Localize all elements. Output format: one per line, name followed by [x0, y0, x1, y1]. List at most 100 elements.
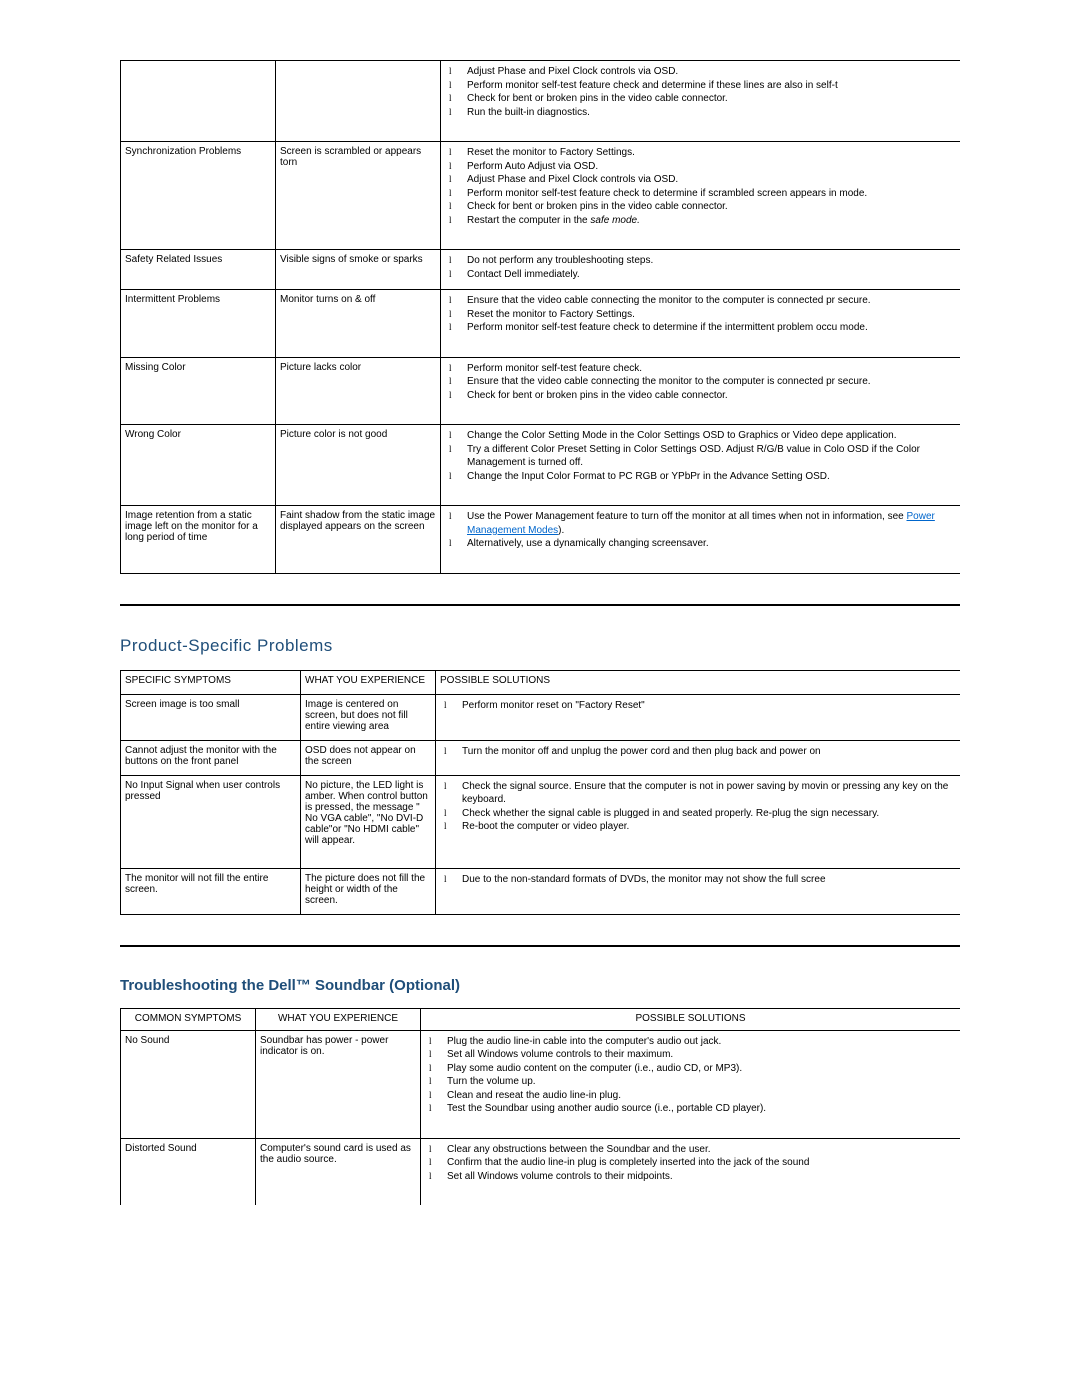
- experience-cell: Picture lacks color: [276, 357, 441, 425]
- solution-item: Check the signal source. Ensure that the…: [454, 780, 956, 807]
- solution-item: Use the Power Management feature to turn…: [459, 510, 956, 537]
- symptom-cell: Screen image is too small: [121, 694, 301, 740]
- solutions-list: Do not perform any troubleshooting steps…: [445, 254, 956, 281]
- col-header-experience: WHAT YOU EXPERIENCE: [256, 1008, 421, 1030]
- solution-item: Re-boot the computer or video player.: [454, 820, 956, 834]
- col-header-experience: WHAT YOU EXPERIENCE: [301, 670, 436, 694]
- solutions-list: Use the Power Management feature to turn…: [445, 510, 956, 551]
- solutions-list: Perform monitor reset on "Factory Reset": [440, 699, 956, 713]
- table-header-row: SPECIFIC SYMPTOMS WHAT YOU EXPERIENCE PO…: [121, 670, 961, 694]
- col-header-common: COMMON SYMPTOMS: [121, 1008, 256, 1030]
- symptom-cell: [121, 61, 276, 142]
- experience-cell: Visible signs of smoke or sparks: [276, 250, 441, 290]
- solution-item: Perform Auto Adjust via OSD.: [459, 160, 956, 174]
- experience-cell: OSD does not appear on the screen: [301, 740, 436, 775]
- table-row: Screen image is too smallImage is center…: [121, 694, 961, 740]
- symptom-cell: Synchronization Problems: [121, 142, 276, 250]
- solution-item: Due to the non-standard formats of DVDs,…: [454, 873, 956, 887]
- solutions-cell: Check the signal source. Ensure that the…: [436, 775, 961, 868]
- solution-item: Change the Color Setting Mode in the Col…: [459, 429, 956, 443]
- solutions-cell: Plug the audio line-in cable into the co…: [421, 1030, 961, 1138]
- solution-item: Test the Soundbar using another audio so…: [439, 1102, 956, 1116]
- troubleshooting-table-1: Adjust Phase and Pixel Clock controls vi…: [120, 60, 960, 574]
- solutions-cell: Due to the non-standard formats of DVDs,…: [436, 868, 961, 914]
- symptom-cell: Image retention from a static image left…: [121, 506, 276, 574]
- solutions-list: Reset the monitor to Factory Settings.Pe…: [445, 146, 956, 227]
- solutions-list: Turn the monitor off and unplug the powe…: [440, 745, 956, 759]
- solution-item: Set all Windows volume controls to their…: [439, 1170, 956, 1184]
- solution-item: Perform monitor self-test feature check …: [459, 79, 956, 93]
- col-header-symptoms: SPECIFIC SYMPTOMS: [121, 670, 301, 694]
- experience-cell: Soundbar has power - power indicator is …: [256, 1030, 421, 1138]
- solutions-cell: Clear any obstructions between the Sound…: [421, 1138, 961, 1205]
- symptom-cell: Safety Related Issues: [121, 250, 276, 290]
- solution-item: Check for bent or broken pins in the vid…: [459, 389, 956, 403]
- solutions-list: Check the signal source. Ensure that the…: [440, 780, 956, 834]
- table-row: Distorted SoundComputer's sound card is …: [121, 1138, 961, 1205]
- table-row: The monitor will not fill the entire scr…: [121, 868, 961, 914]
- solution-item: Check for bent or broken pins in the vid…: [459, 92, 956, 106]
- table-header-row: COMMON SYMPTOMS WHAT YOU EXPERIENCE POSS…: [121, 1008, 961, 1030]
- symptom-cell: Distorted Sound: [121, 1138, 256, 1205]
- solution-item: Check for bent or broken pins in the vid…: [459, 200, 956, 214]
- experience-cell: Picture color is not good: [276, 425, 441, 506]
- table-row: Image retention from a static image left…: [121, 506, 961, 574]
- table-row: Safety Related IssuesVisible signs of sm…: [121, 250, 961, 290]
- solution-item: Turn the monitor off and unplug the powe…: [454, 745, 956, 759]
- solutions-cell: Use the Power Management feature to turn…: [441, 506, 961, 574]
- table-row: No SoundSoundbar has power - power indic…: [121, 1030, 961, 1138]
- solution-item: Play some audio content on the computer …: [439, 1062, 956, 1076]
- solution-item: Restart the computer in the safe mode.: [459, 214, 956, 228]
- solution-item: Adjust Phase and Pixel Clock controls vi…: [459, 65, 956, 79]
- solutions-list: Ensure that the video cable connecting t…: [445, 294, 956, 335]
- experience-cell: [276, 61, 441, 142]
- solution-item: Confirm that the audio line-in plug is c…: [439, 1156, 956, 1170]
- solution-item: Contact Dell immediately.: [459, 268, 956, 282]
- experience-cell: The picture does not fill the height or …: [301, 868, 436, 914]
- solution-item: Run the built-in diagnostics.: [459, 106, 956, 120]
- solution-item: Perform monitor self-test feature check …: [459, 187, 956, 201]
- solutions-list: Perform monitor self-test feature check.…: [445, 362, 956, 403]
- solution-item: Do not perform any troubleshooting steps…: [459, 254, 956, 268]
- symptom-cell: Intermittent Problems: [121, 290, 276, 358]
- inline-link[interactable]: Power Management Modes: [467, 511, 935, 536]
- solution-item: Change the Input Color Format to PC RGB …: [459, 470, 956, 484]
- section-title-product-specific: Product-Specific Problems: [120, 636, 960, 656]
- table-row: Synchronization ProblemsScreen is scramb…: [121, 142, 961, 250]
- solution-item: Perform monitor self-test feature check …: [459, 321, 956, 335]
- table-row: Missing ColorPicture lacks colorPerform …: [121, 357, 961, 425]
- section-divider: [120, 604, 960, 606]
- solutions-list: Clear any obstructions between the Sound…: [425, 1143, 956, 1184]
- solution-item: Set all Windows volume controls to their…: [439, 1048, 956, 1062]
- solutions-cell: Perform monitor reset on "Factory Reset": [436, 694, 961, 740]
- symptom-cell: Missing Color: [121, 357, 276, 425]
- symptom-cell: Cannot adjust the monitor with the butto…: [121, 740, 301, 775]
- symptom-cell: No Input Signal when user controls press…: [121, 775, 301, 868]
- solution-item: Perform monitor reset on "Factory Reset": [454, 699, 956, 713]
- solution-item: Clear any obstructions between the Sound…: [439, 1143, 956, 1157]
- col-header-solutions: POSSIBLE SOLUTIONS: [436, 670, 961, 694]
- table-row: Wrong ColorPicture color is not good Chan…: [121, 425, 961, 506]
- italic-text: safe mode.: [590, 215, 639, 226]
- solution-item: Alternatively, use a dynamically changin…: [459, 537, 956, 551]
- symptom-cell: Wrong Color: [121, 425, 276, 506]
- experience-cell: Image is centered on screen, but does no…: [301, 694, 436, 740]
- solution-item: Perform monitor self-test feature check.: [459, 362, 956, 376]
- product-specific-table: SPECIFIC SYMPTOMS WHAT YOU EXPERIENCE PO…: [120, 670, 960, 915]
- solutions-cell: Ensure that the video cable connecting t…: [441, 290, 961, 358]
- solution-item: Turn the volume up.: [439, 1075, 956, 1089]
- solutions-cell: Change the Color Setting Mode in the Col…: [441, 425, 961, 506]
- solution-item: Plug the audio line-in cable into the co…: [439, 1035, 956, 1049]
- experience-cell: Faint shadow from the static image displ…: [276, 506, 441, 574]
- solution-item: Adjust Phase and Pixel Clock controls vi…: [459, 173, 956, 187]
- solution-item: Reset the monitor to Factory Settings.: [459, 308, 956, 322]
- experience-cell: Screen is scrambled or appears torn: [276, 142, 441, 250]
- solutions-list: Due to the non-standard formats of DVDs,…: [440, 873, 956, 887]
- experience-cell: Computer's sound card is used as the aud…: [256, 1138, 421, 1205]
- section-title-soundbar: Troubleshooting the Dell™ Soundbar (Opti…: [120, 977, 960, 994]
- table-row: No Input Signal when user controls press…: [121, 775, 961, 868]
- solutions-cell: Adjust Phase and Pixel Clock controls vi…: [441, 61, 961, 142]
- solutions-list: Adjust Phase and Pixel Clock controls vi…: [445, 65, 956, 119]
- table-row: Intermittent ProblemsMonitor turns on & …: [121, 290, 961, 358]
- experience-cell: Monitor turns on & off: [276, 290, 441, 358]
